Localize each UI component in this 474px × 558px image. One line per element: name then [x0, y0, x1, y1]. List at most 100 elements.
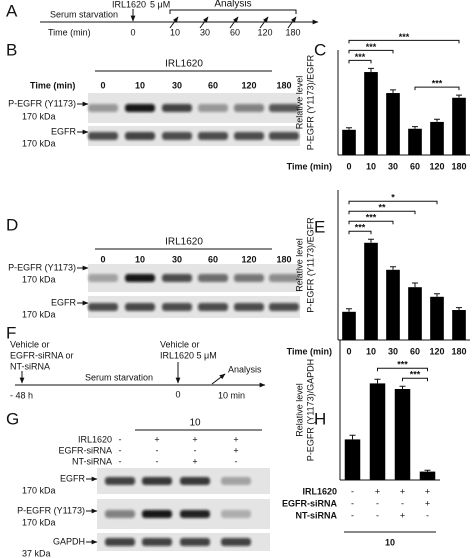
x-tick-label: 60 [410, 161, 420, 171]
time-value: 180 [276, 254, 291, 264]
condition-value: - [194, 445, 197, 455]
x-tick-label: 30 [388, 346, 398, 356]
blot-background [88, 126, 300, 146]
y-axis-label: Relative level [294, 238, 304, 292]
blot-size: 170 kDa [22, 111, 56, 121]
condition-value: + [192, 456, 197, 466]
x-tick-label: 120 [429, 346, 444, 356]
condition-value: + [192, 434, 197, 444]
significance-label: *** [397, 360, 408, 370]
blot-band [234, 104, 264, 112]
y-axis-label: Relative level [294, 383, 304, 437]
pretreatment-label: EGFR-siRNA or [10, 350, 74, 360]
bar [430, 121, 444, 155]
blot-band [105, 477, 135, 485]
analysis-label: Analysis [228, 364, 262, 374]
time-value: 120 [257, 27, 272, 37]
blot-background [88, 264, 300, 292]
analysis-arrow [211, 373, 226, 385]
time-value: 10 [135, 254, 145, 264]
panel-label: A [6, 1, 18, 20]
blot-band [88, 104, 118, 112]
blot-band [162, 274, 192, 282]
condition-name: NT-siRNA [72, 456, 112, 466]
analysis-arrow [229, 16, 239, 29]
y-axis-label: Relative level [294, 76, 304, 130]
time-value: 10 [170, 27, 180, 37]
significance-label: *** [355, 223, 366, 233]
analysis-label: Analysis [214, 0, 251, 10]
panel-label: G [6, 409, 19, 428]
blot-band [125, 274, 155, 282]
condition-value: - [426, 510, 429, 520]
blot-band [234, 303, 264, 311]
dose-label: 5 μM [150, 0, 170, 9]
blot-name: EGFR [60, 473, 86, 483]
blot-band [269, 132, 299, 140]
y-axis-label: P-EGFR (Y1173)/EGFR [305, 54, 315, 150]
blot-size: 170 kDa [22, 309, 56, 319]
condition-value: - [376, 498, 379, 508]
blot-band [105, 510, 135, 518]
blot-background [88, 93, 300, 123]
x-tick-label: 0 [346, 346, 351, 356]
error-bar [368, 67, 374, 73]
condition-name: EGFR-siRNA [282, 498, 338, 508]
condition-name: EGFR-siRNA [59, 445, 113, 455]
error-bar [374, 378, 381, 384]
error-bar [434, 293, 440, 297]
treatment-label: IRL1620 [165, 59, 203, 70]
blot-band [88, 274, 118, 282]
bar [386, 93, 400, 155]
blot-band [221, 510, 251, 518]
time-value: 10 [135, 80, 145, 90]
time-value: 180 [285, 27, 300, 37]
error-bar [390, 89, 396, 94]
blot-background [88, 296, 300, 318]
significance-bracket [348, 49, 394, 54]
condition-value: - [376, 510, 379, 520]
bar [344, 439, 361, 480]
x-tick-label: 120 [429, 161, 444, 171]
condition-value: - [235, 456, 238, 466]
x-tick-label: 180 [451, 346, 466, 356]
condition-value: + [400, 510, 405, 520]
x-axis-label: Time (min) [287, 161, 332, 171]
time-value: - 48 h [10, 390, 33, 400]
panel-label: D [6, 215, 18, 234]
blot-band [125, 104, 155, 112]
condition-value: - [119, 445, 122, 455]
pretreatment-label: Vehicle or [10, 339, 50, 349]
blot-size: 170 kDa [22, 485, 56, 495]
error-bar [456, 94, 462, 98]
condition-value: - [119, 434, 122, 444]
error-bar [346, 308, 352, 312]
bar [452, 310, 466, 340]
panel-label: H [314, 409, 326, 428]
blot-size: 170 kDa [22, 517, 56, 527]
time-value: 120 [241, 80, 256, 90]
error-bar [412, 126, 418, 129]
blot-size: 37 kDa [22, 548, 51, 558]
significance-bracket [348, 230, 372, 235]
time-value: 180 [276, 80, 291, 90]
blot-name: EGFR [51, 126, 77, 136]
time-value: 0 [100, 254, 105, 264]
blot-band [269, 303, 299, 311]
blot-band [125, 132, 155, 140]
condition-value: + [425, 486, 430, 496]
analysis-arrow [287, 16, 297, 29]
time-value: 60 [208, 254, 218, 264]
significance-bracket [348, 59, 372, 64]
blot-band [162, 303, 192, 311]
analysis-arrow [259, 16, 269, 29]
significance-label: *** [355, 52, 366, 62]
x-tick-label: 30 [388, 161, 398, 171]
error-bar [368, 238, 374, 243]
significance-label: *** [366, 213, 377, 223]
blot-size: 170 kDa [22, 138, 56, 148]
blot-band [142, 510, 172, 518]
condition-value: + [425, 498, 430, 508]
time-label: Time (min) [48, 27, 91, 37]
condition-value: - [351, 486, 354, 496]
